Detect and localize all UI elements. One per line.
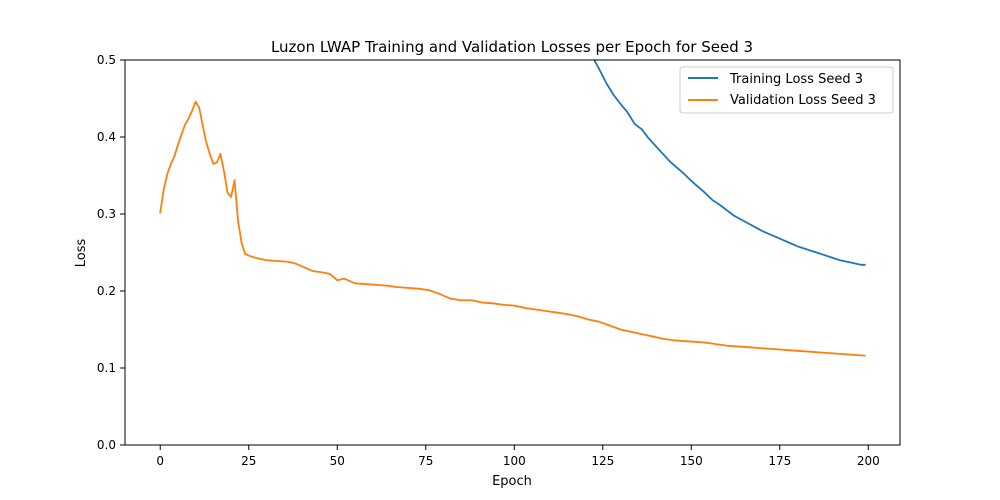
x-tick-label: 50 (330, 454, 345, 468)
x-tick-label: 150 (680, 454, 703, 468)
x-tick-label: 125 (591, 454, 614, 468)
legend-box (679, 66, 894, 114)
x-axis-ticks: 0 25 50 75 100 125 150 175 200 (156, 445, 880, 468)
y-axis-label: Loss (74, 239, 89, 268)
series-layer (159, 60, 866, 357)
y-tick-label: 0.2 (97, 284, 116, 298)
legend-label-training: Training Loss Seed 3 (729, 72, 863, 87)
x-tick-label: 75 (418, 454, 433, 468)
training-loss-line (593, 60, 866, 266)
y-tick-label: 0.5 (97, 53, 116, 67)
x-tick-label: 0 (156, 454, 164, 468)
legend-label-validation: Validation Loss Seed 3 (730, 93, 876, 108)
plot-frame (124, 59, 901, 446)
x-tick-label: 200 (857, 454, 880, 468)
x-tick-label: 25 (241, 454, 256, 468)
legend: Training Loss Seed 3 Validation Loss See… (679, 66, 894, 114)
validation-loss-line (159, 100, 866, 357)
y-axis-ticks: 0.0 0.1 0.2 0.3 0.4 0.5 (97, 53, 125, 452)
y-tick-label: 0.4 (97, 130, 116, 144)
chart-title: Luzon LWAP Training and Validation Losse… (271, 38, 753, 56)
x-tick-label: 100 (503, 454, 526, 468)
y-tick-label: 0.1 (97, 361, 116, 375)
plot-area (125, 60, 900, 445)
y-tick-label: 0.3 (97, 207, 116, 221)
y-tick-label: 0.0 (97, 438, 116, 452)
x-axis-label: Epoch (492, 474, 532, 489)
x-tick-label: 175 (768, 454, 791, 468)
